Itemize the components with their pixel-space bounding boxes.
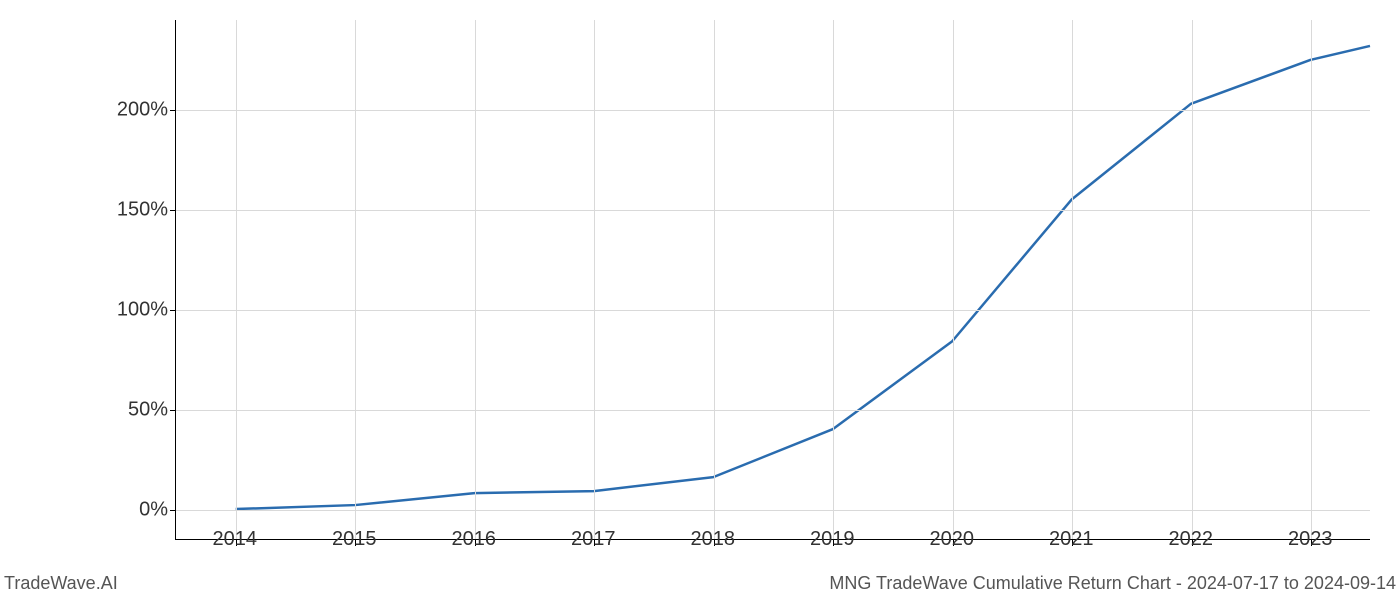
y-tick-mark: [170, 410, 176, 411]
grid-line-vertical: [475, 20, 476, 539]
grid-line-vertical: [714, 20, 715, 539]
y-tick-mark: [170, 210, 176, 211]
grid-line-vertical: [953, 20, 954, 539]
footer-caption: MNG TradeWave Cumulative Return Chart - …: [829, 573, 1396, 594]
y-tick-label: 200%: [117, 99, 168, 122]
grid-line-horizontal: [176, 110, 1370, 111]
y-tick-mark: [170, 310, 176, 311]
x-tick-label: 2020: [930, 528, 975, 551]
plot-border: [175, 20, 1370, 540]
grid-line-vertical: [833, 20, 834, 539]
line-series-cumulative_return: [236, 46, 1370, 509]
x-tick-label: 2023: [1288, 528, 1333, 551]
x-tick-label: 2015: [332, 528, 377, 551]
y-tick-label: 50%: [128, 399, 168, 422]
grid-line-vertical: [1072, 20, 1073, 539]
x-tick-label: 2017: [571, 528, 616, 551]
grid-line-horizontal: [176, 310, 1370, 311]
chart-plot-area: [175, 20, 1370, 540]
grid-line-vertical: [236, 20, 237, 539]
y-tick-mark: [170, 110, 176, 111]
y-tick-label: 0%: [139, 499, 168, 522]
grid-line-vertical: [1192, 20, 1193, 539]
x-tick-label: 2019: [810, 528, 855, 551]
footer-brand: TradeWave.AI: [4, 573, 118, 594]
grid-line-horizontal: [176, 410, 1370, 411]
x-tick-label: 2016: [452, 528, 497, 551]
grid-line-horizontal: [176, 210, 1370, 211]
grid-line-horizontal: [176, 510, 1370, 511]
grid-line-vertical: [594, 20, 595, 539]
y-tick-label: 100%: [117, 299, 168, 322]
x-tick-label: 2021: [1049, 528, 1094, 551]
y-tick-label: 150%: [117, 199, 168, 222]
x-tick-label: 2014: [213, 528, 258, 551]
grid-line-vertical: [355, 20, 356, 539]
grid-line-vertical: [1311, 20, 1312, 539]
x-tick-label: 2022: [1169, 528, 1214, 551]
y-tick-mark: [170, 510, 176, 511]
x-tick-label: 2018: [691, 528, 736, 551]
